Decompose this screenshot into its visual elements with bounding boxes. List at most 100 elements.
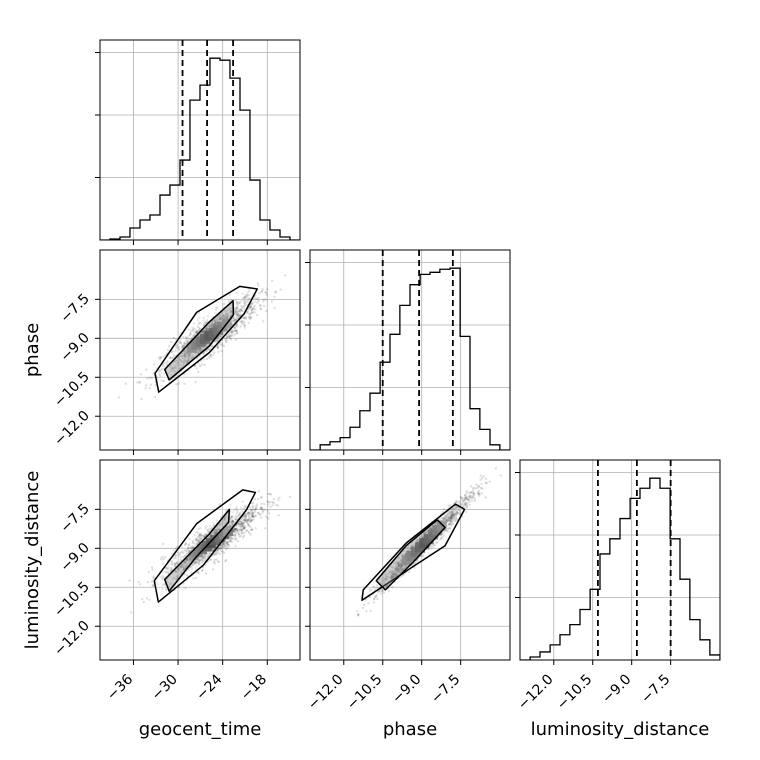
scatter-point <box>250 511 253 514</box>
scatter-point <box>185 339 188 342</box>
scatter-point <box>443 518 446 521</box>
scatter-point <box>139 373 143 376</box>
scatter-point <box>231 520 234 523</box>
scatter-point <box>237 302 241 305</box>
scatter-point <box>170 563 174 566</box>
scatter-point <box>180 551 184 554</box>
scatter-point <box>197 540 200 544</box>
scatter-point <box>170 366 173 370</box>
scatter-point <box>252 518 255 521</box>
scatter-point <box>249 533 253 536</box>
scatter-point <box>202 358 205 361</box>
scatter-point <box>245 520 248 523</box>
scatter-point <box>228 331 231 334</box>
scatter-point <box>205 319 209 322</box>
scatter-point <box>203 554 207 558</box>
scatter-point <box>251 505 254 508</box>
scatter-point <box>220 349 223 353</box>
scatter-point <box>176 562 179 566</box>
scatter-point <box>480 491 483 495</box>
scatter-point <box>235 306 239 310</box>
scatter-point <box>480 482 483 486</box>
scatter-point <box>198 327 202 330</box>
scatter-point <box>203 346 206 349</box>
scatter-point <box>429 527 432 530</box>
scatter-point <box>191 356 194 359</box>
scatter-point <box>201 558 205 562</box>
scatter-point <box>196 357 199 360</box>
scatter-point <box>233 529 236 532</box>
scatter-point <box>169 365 172 368</box>
y-tick-label: −7.5 <box>57 291 92 326</box>
scatter-point <box>222 331 225 334</box>
scatter-point <box>270 300 274 303</box>
scatter-point <box>191 563 195 567</box>
scatter-point <box>390 566 394 569</box>
scatter-point <box>195 536 198 540</box>
scatter-point <box>217 548 220 552</box>
scatter-point <box>256 511 260 515</box>
scatter-point <box>448 519 452 522</box>
scatter-point <box>192 541 195 545</box>
scatter-point <box>240 528 243 532</box>
scatter-point <box>205 328 208 331</box>
scatter-point <box>247 510 250 514</box>
scatter-point <box>175 561 179 564</box>
scatter-point <box>197 572 200 575</box>
scatter-point <box>234 338 238 342</box>
scatter-point <box>215 306 219 310</box>
scatter-point <box>178 341 181 345</box>
scatter-point <box>218 560 221 564</box>
scatter-point <box>184 542 187 546</box>
scatter-point <box>442 507 446 511</box>
scatter-point <box>185 354 189 357</box>
scatter-point <box>186 340 189 343</box>
scatter-point <box>207 348 211 351</box>
scatter-point <box>161 587 164 591</box>
scatter-point <box>178 558 182 561</box>
scatter-point <box>193 533 196 537</box>
scatter-point <box>362 603 366 607</box>
scatter-point <box>237 313 240 316</box>
scatter-point <box>215 306 218 309</box>
scatter-point <box>226 543 230 547</box>
scatter-point <box>248 506 251 509</box>
scatter-point <box>190 547 194 550</box>
scatter-point <box>209 324 213 328</box>
scatter-point <box>396 567 400 570</box>
scatter-point <box>230 310 233 313</box>
scatter-point <box>245 300 249 304</box>
scatter-point <box>267 500 270 504</box>
scatter-point <box>395 562 398 566</box>
scatter-point <box>217 315 220 318</box>
scatter-point <box>208 323 211 326</box>
scatter-point <box>215 530 218 533</box>
scatter-point <box>458 512 461 516</box>
scatter-point <box>248 315 251 319</box>
scatter-point <box>174 367 178 370</box>
scatter-point <box>178 345 181 349</box>
scatter-point <box>189 331 192 334</box>
scatter-point <box>190 546 193 549</box>
scatter-point <box>441 518 445 521</box>
scatter-point <box>155 580 158 584</box>
scatter-point <box>183 350 187 353</box>
scatter-point <box>159 356 163 360</box>
scatter-point <box>455 510 459 514</box>
scatter-point <box>182 354 186 358</box>
scatter-point <box>178 358 181 361</box>
panel-frame <box>309 249 511 451</box>
scatter-point <box>214 321 217 325</box>
scatter-point <box>186 574 189 578</box>
scatter-point <box>231 330 234 334</box>
scatter-point <box>189 546 192 549</box>
scatter-point <box>240 522 243 526</box>
scatter-point <box>210 549 214 553</box>
scatter-point <box>262 298 265 301</box>
scatter-point <box>229 517 232 520</box>
scatter-point <box>259 507 263 511</box>
scatter-point <box>423 531 426 535</box>
scatter-point <box>239 320 242 323</box>
scatter-point <box>171 356 175 359</box>
scatter-point <box>234 527 237 531</box>
